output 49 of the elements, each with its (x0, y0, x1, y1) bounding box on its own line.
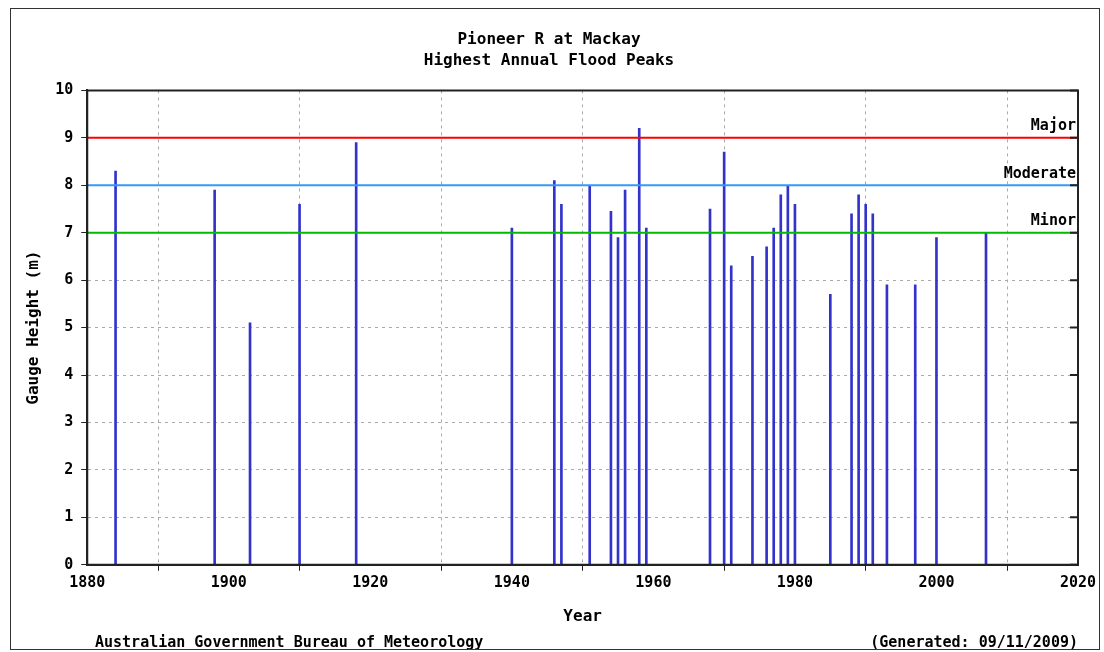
x-tick-label: 1960 (635, 572, 672, 591)
x-tick-label: 1980 (776, 572, 813, 591)
bar (729, 265, 733, 565)
y-tick-label: 3 (64, 412, 74, 431)
chart-subtitle: Highest Annual Flood Peaks (423, 49, 675, 69)
y-tick-label: 5 (64, 317, 74, 336)
y-axis-title: Gauge Height (m) (22, 250, 42, 405)
x-tick-label: 1880 (69, 572, 106, 591)
bar (354, 142, 358, 565)
y-tick-label: 2 (64, 459, 74, 478)
ref-line-label: Minor (1030, 211, 1076, 230)
bar (850, 213, 853, 565)
bar (751, 256, 754, 565)
y-tick-label: 7 (64, 222, 74, 241)
x-tick-label: 2000 (918, 572, 955, 591)
bar (935, 237, 938, 565)
bar (857, 194, 860, 565)
bar (828, 294, 832, 565)
bar (765, 246, 768, 565)
bar (213, 189, 216, 565)
bar (644, 227, 648, 565)
bar (871, 213, 875, 565)
x-axis-title: Year (563, 605, 602, 625)
x-tick-label: 1920 (352, 572, 389, 591)
y-tick-label: 1 (64, 507, 74, 526)
bar (864, 203, 868, 565)
chart-title: Pioneer R at Mackay (457, 28, 641, 48)
bar (560, 203, 563, 565)
bar (779, 194, 783, 565)
bar (913, 284, 917, 565)
y-tick-label: 4 (64, 364, 74, 383)
bar (588, 184, 592, 565)
ref-line-label: Major (1030, 116, 1076, 135)
bar (637, 128, 641, 565)
x-tick-label: 1900 (210, 572, 247, 591)
text: Australian Government Bureau of Meteorology (95, 633, 484, 652)
y-tick-label: 0 (64, 554, 74, 573)
bar (772, 227, 776, 565)
text: (Generated: 09/11/2009) (870, 633, 1078, 652)
x-tick-label: 1940 (493, 572, 530, 591)
x-tick-label: 2020 (1059, 572, 1097, 591)
ref-line-label: Moderate (1003, 163, 1076, 182)
bar (552, 180, 556, 565)
y-tick-label: 8 (64, 175, 74, 194)
bar (298, 203, 301, 565)
y-tick-label: 6 (64, 270, 74, 289)
y-tick-label: 9 (64, 127, 74, 146)
y-tick-label: 10 (55, 80, 74, 99)
bar (114, 170, 117, 565)
